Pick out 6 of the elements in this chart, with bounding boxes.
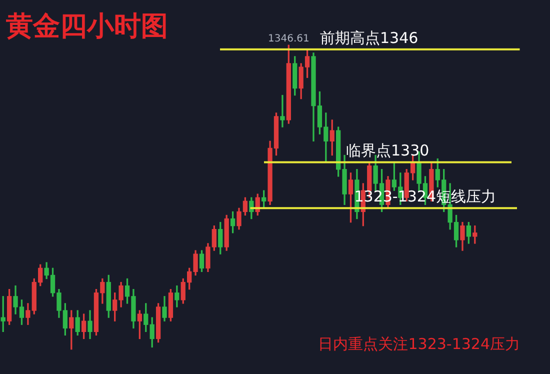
chart-title: 黄金四小时图: [6, 10, 168, 44]
candlestick: [280, 94, 285, 128]
ref-line-label: 临界点1330: [346, 142, 430, 160]
ref-line-label: 前期高点1346: [320, 28, 418, 47]
annotation: 日内重点关注1323-1324压力: [318, 335, 520, 354]
annotation: 1346.61: [268, 34, 310, 45]
